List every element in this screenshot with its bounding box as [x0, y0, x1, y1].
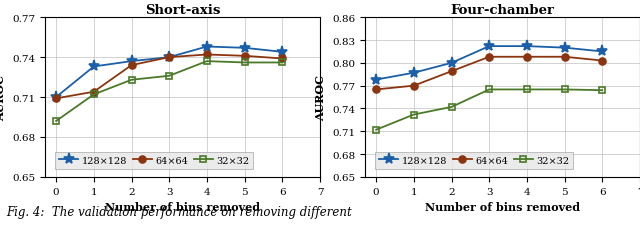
64×64 [598, 60, 606, 63]
64×64 [52, 98, 60, 100]
Line: 128×128: 128×128 [371, 41, 608, 86]
128×128 [52, 96, 60, 99]
Title: Short-axis: Short-axis [145, 4, 220, 17]
32×32 [561, 89, 568, 91]
32×32 [485, 89, 493, 91]
64×64 [278, 58, 286, 61]
128×128 [598, 51, 606, 54]
Line: 128×128: 128×128 [51, 42, 288, 103]
128×128 [127, 61, 135, 63]
128×128 [372, 79, 380, 81]
32×32 [278, 62, 286, 64]
X-axis label: Number of bins removed: Number of bins removed [105, 201, 260, 212]
32×32 [203, 61, 211, 63]
64×64 [410, 85, 418, 88]
128×128 [523, 46, 531, 48]
128×128 [278, 51, 286, 54]
Line: 64×64: 64×64 [52, 52, 286, 102]
128×128 [90, 66, 98, 69]
Y-axis label: AUROC: AUROC [316, 75, 326, 121]
64×64 [561, 56, 568, 59]
128×128 [447, 62, 455, 65]
128×128 [485, 46, 493, 48]
Legend: 128×128, 64×64, 32×32: 128×128, 64×64, 32×32 [55, 152, 253, 169]
Text: Fig. 4:  The validation performance on removing different: Fig. 4: The validation performance on re… [6, 205, 352, 218]
64×64 [90, 91, 98, 94]
128×128 [241, 47, 248, 50]
Y-axis label: AUROC: AUROC [0, 75, 6, 121]
Line: 32×32: 32×32 [372, 86, 606, 134]
128×128 [410, 72, 418, 75]
64×64 [485, 56, 493, 59]
32×32 [90, 94, 98, 96]
Title: Four-chamber: Four-chamber [451, 4, 554, 17]
32×32 [241, 62, 248, 64]
X-axis label: Number of bins removed: Number of bins removed [425, 201, 580, 212]
64×64 [372, 89, 380, 91]
Line: 32×32: 32×32 [52, 58, 286, 125]
128×128 [561, 47, 568, 50]
32×32 [165, 75, 173, 78]
32×32 [410, 114, 418, 116]
32×32 [372, 129, 380, 131]
64×64 [241, 55, 248, 58]
32×32 [598, 89, 606, 92]
32×32 [52, 120, 60, 123]
64×64 [165, 57, 173, 59]
64×64 [203, 54, 211, 57]
Legend: 128×128, 64×64, 32×32: 128×128, 64×64, 32×32 [375, 152, 573, 169]
64×64 [127, 64, 135, 67]
32×32 [523, 89, 531, 91]
Line: 64×64: 64×64 [372, 54, 606, 94]
128×128 [165, 57, 173, 59]
32×32 [127, 79, 135, 82]
64×64 [523, 56, 531, 59]
32×32 [447, 106, 455, 109]
128×128 [203, 46, 211, 49]
64×64 [447, 71, 455, 73]
